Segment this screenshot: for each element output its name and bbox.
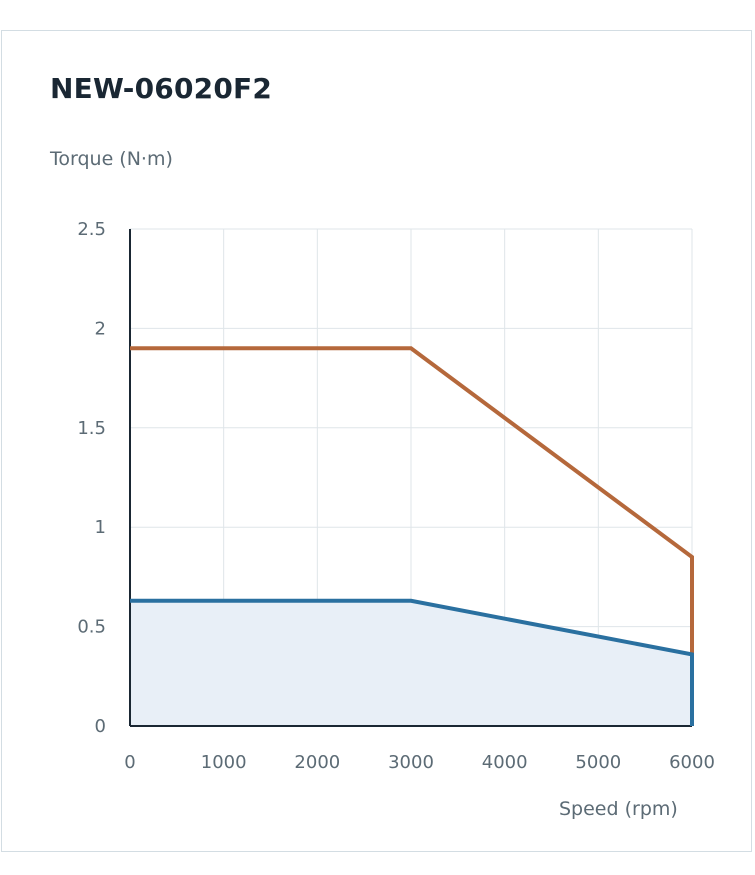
series-line [130, 346, 694, 726]
series-area [130, 600, 692, 726]
y-tick-label: 2.5 [77, 219, 106, 240]
y-axis-label: Torque (N·m) [50, 148, 173, 170]
y-tick-label: 2 [95, 318, 106, 339]
series-line [130, 598, 694, 726]
chart-title: NEW-06020F2 [50, 72, 273, 105]
y-tick-label: 0 [95, 716, 106, 737]
y-tick-label: 1 [95, 517, 106, 538]
x-axis-label: Speed (rpm) [559, 798, 678, 820]
y-tick-label: 0.5 [77, 617, 106, 638]
x-tick-label: 1000 [201, 752, 247, 773]
x-tick-label: 2000 [294, 752, 340, 773]
x-tick-label: 3000 [388, 752, 434, 773]
x-tick-label: 5000 [575, 752, 621, 773]
x-tick-label: 6000 [669, 752, 715, 773]
y-tick-label: 1.5 [77, 418, 106, 439]
x-tick-label: 0 [124, 752, 135, 773]
x-tick-label: 4000 [482, 752, 528, 773]
